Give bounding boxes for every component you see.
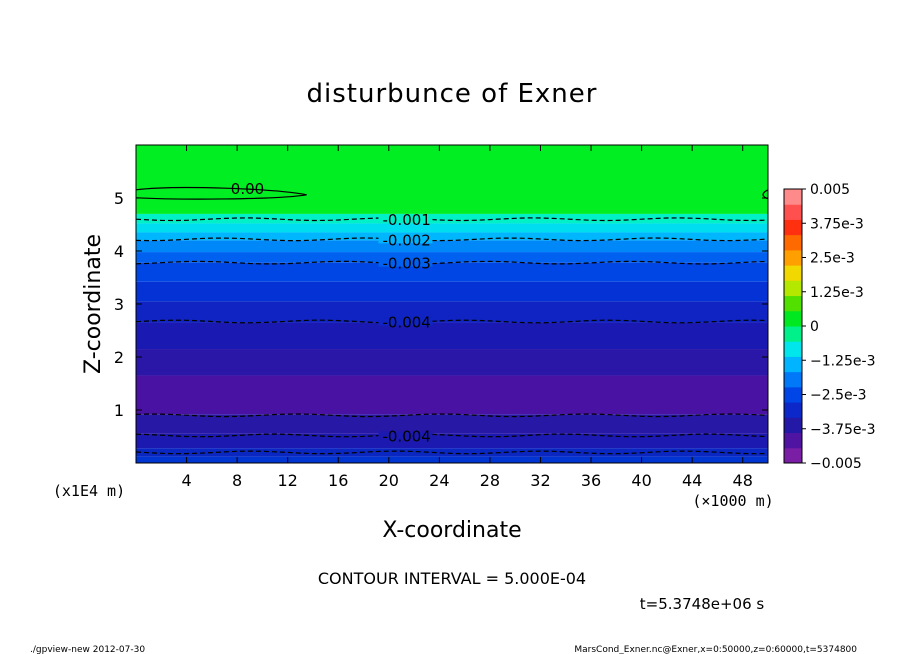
plot-area: -0.001 -0.002 -0.003 -0.004 -0.004 0.00 xyxy=(135,144,769,464)
colorbar-label: 3.75e-3 xyxy=(810,216,864,232)
contour-label-gap xyxy=(378,258,433,267)
contour-line-3 xyxy=(135,319,769,324)
contour-line-5 xyxy=(135,433,769,438)
zero-contour-line xyxy=(135,186,307,200)
colorbar-swatch xyxy=(784,219,802,236)
colorbar-swatch xyxy=(784,310,802,327)
colorbar-swatch xyxy=(784,249,802,266)
colorbar-swatch xyxy=(784,417,802,434)
color-band-14 xyxy=(136,213,768,224)
data-source-info: MarsCond_Exner.nc@Exner,x=0:50000,z=0:60… xyxy=(574,645,857,654)
y-tick-label: 3 xyxy=(114,295,124,314)
colorbar-label: −0.005 xyxy=(810,456,862,472)
colorbar-label: 0.005 xyxy=(810,182,850,198)
color-band-10 xyxy=(136,252,768,263)
x-tick-label: 12 xyxy=(278,471,298,490)
color-band-11 xyxy=(136,240,768,253)
colorbar-label: 1.25e-3 xyxy=(810,285,864,301)
color-band-7 xyxy=(136,301,768,323)
color-band-4 xyxy=(136,375,768,415)
x-axis-label: X-coordinate xyxy=(382,518,521,543)
x-tick-label: 20 xyxy=(379,471,399,490)
contour-line-4 xyxy=(135,413,769,418)
x-axis: 4 8 12 16 20 24 28 32 36 40 44 48 xyxy=(181,145,753,490)
color-band-5 xyxy=(136,349,768,376)
time-label: t=5.3748e+06 s xyxy=(640,595,765,613)
contour-line-1 xyxy=(135,237,769,242)
contour-fill xyxy=(136,145,768,463)
colorbar-swatch xyxy=(784,402,802,418)
x-tick-label: 8 xyxy=(232,471,242,490)
colorbar-label: −3.75e-3 xyxy=(810,422,875,438)
x-tick-label: 24 xyxy=(429,471,449,490)
colorbar-swatch xyxy=(784,326,802,342)
colorbar-swatch xyxy=(784,371,802,388)
color-band-15 xyxy=(136,145,768,214)
colorbar: 0.005 3.75e-3 2.5e-3 1.25e-3 0 −1.25e-3 −2.5e-… xyxy=(783,182,875,472)
color-band-9 xyxy=(136,262,768,282)
color-band-0 xyxy=(136,456,768,463)
x-tick-label: 32 xyxy=(530,471,550,490)
chart-title: disturbunce of Exner xyxy=(307,79,598,109)
colorbar-swatch xyxy=(784,295,802,312)
zero-contour-label: 0.00 xyxy=(231,180,264,198)
colorbar-swatch xyxy=(784,432,802,449)
y-axis: 1 2 3 4 5 xyxy=(114,189,768,420)
color-band-6 xyxy=(136,322,768,350)
y-axis-label: Z-coordinate xyxy=(81,234,106,374)
x-tick-label: 40 xyxy=(631,471,651,490)
colorbar-swatch xyxy=(784,341,802,357)
color-band-12 xyxy=(136,232,768,241)
colorbar-swatch xyxy=(784,280,802,297)
contour-label: -0.003 xyxy=(382,255,430,273)
colorbar-swatch xyxy=(784,189,802,205)
x-axis-unit: (×1000 m) xyxy=(692,492,773,510)
colorbar-label: −1.25e-3 xyxy=(810,353,875,369)
color-band-13 xyxy=(136,223,768,233)
color-band-2 xyxy=(136,433,768,449)
colorbar-swatch xyxy=(784,386,802,403)
colorbar-swatch xyxy=(784,234,802,251)
contour-label-gap xyxy=(378,317,433,326)
colorbar-swatch xyxy=(784,265,802,281)
y-tick-label: 4 xyxy=(114,242,124,261)
contour-label-gap xyxy=(378,215,433,224)
contour-line-2 xyxy=(135,260,769,265)
program-info: ./gpview-new 2012-07-30 xyxy=(30,645,145,654)
color-band-3 xyxy=(136,414,768,434)
y-axis-unit: (x1E4 m) xyxy=(53,482,125,500)
x-tick-label: 16 xyxy=(328,471,348,490)
contour-label: -0.001 xyxy=(382,211,430,229)
contour-label: -0.004 xyxy=(382,427,430,445)
colorbar-swatch xyxy=(784,204,802,220)
color-band-1 xyxy=(136,448,768,457)
contour-label-gap xyxy=(378,431,433,440)
contour-label: -0.002 xyxy=(382,231,430,249)
contour-label: -0.004 xyxy=(382,313,430,331)
contour-lines: -0.001 -0.002 -0.003 -0.004 -0.004 0.00 xyxy=(135,180,769,455)
y-tick-label: 1 xyxy=(114,401,124,420)
colorbar-swatch xyxy=(784,356,802,373)
x-tick-label: 28 xyxy=(480,471,500,490)
colorbar-label: 2.5e-3 xyxy=(810,251,855,267)
x-tick-label: 4 xyxy=(181,471,191,490)
x-tick-label: 36 xyxy=(581,471,601,490)
y-tick-label: 2 xyxy=(114,348,124,367)
x-tick-label: 44 xyxy=(682,471,702,490)
colorbar-label: −2.5e-3 xyxy=(810,388,867,404)
contour-interval-text: CONTOUR INTERVAL = 5.000E-04 xyxy=(318,569,586,588)
color-band-8 xyxy=(136,281,768,302)
y-tick-label: 5 xyxy=(114,189,124,208)
colorbar-label: 0 xyxy=(810,319,819,335)
colorbar-swatch xyxy=(784,447,802,464)
contour-line-6 xyxy=(135,450,769,455)
contour-label-gap xyxy=(378,235,433,244)
contour-line-0 xyxy=(135,217,769,222)
x-tick-label: 48 xyxy=(733,471,753,490)
